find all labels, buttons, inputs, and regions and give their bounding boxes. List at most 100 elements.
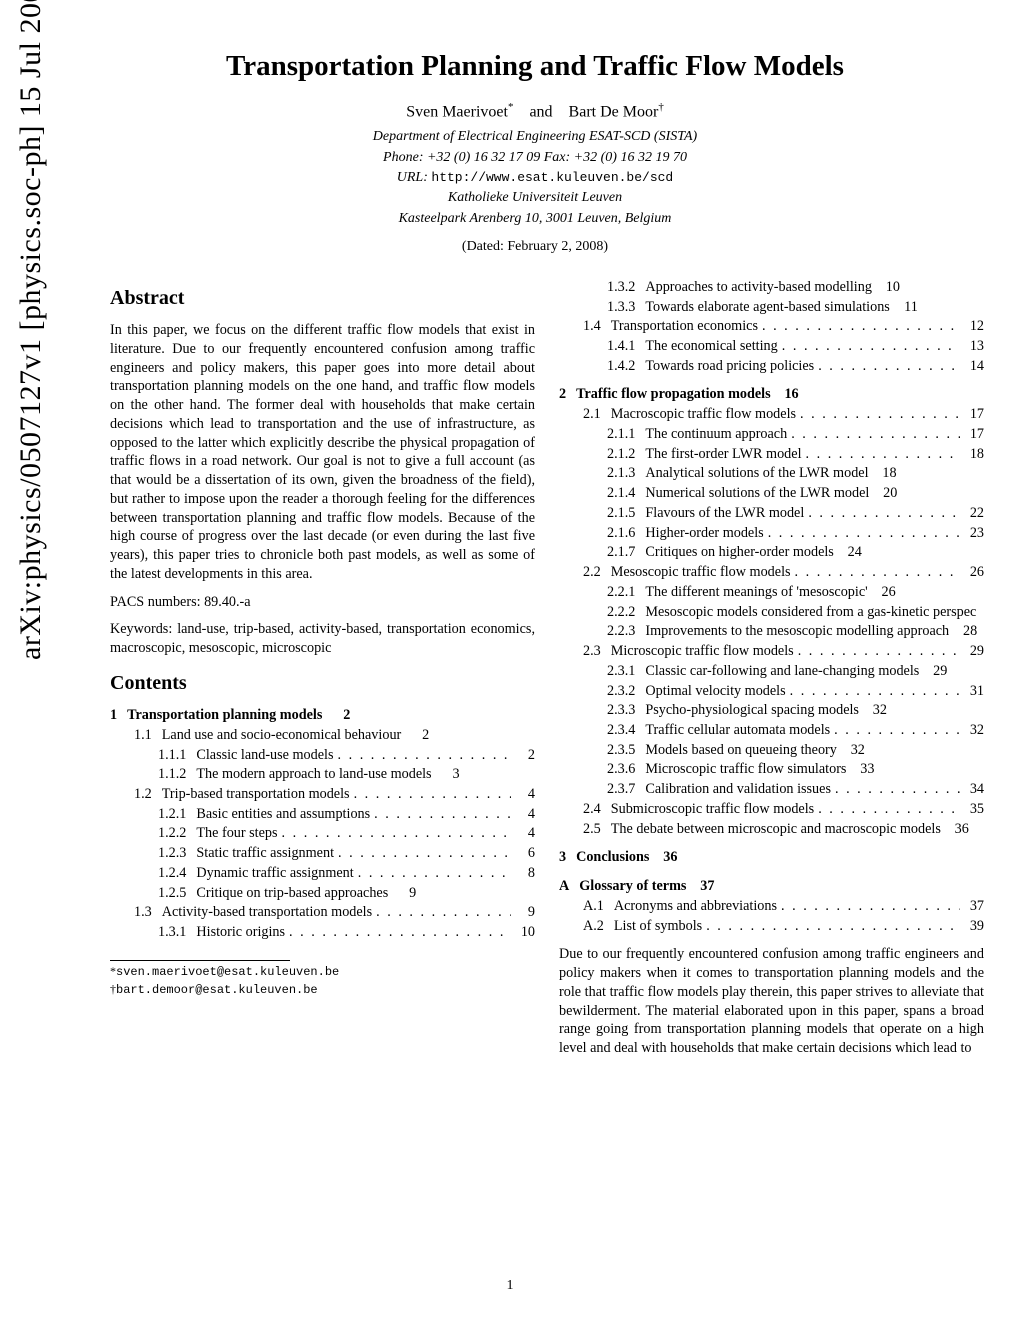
right-column: 1.3.2Approaches to activity-based modell…: [559, 277, 984, 1058]
toc-number: A.1: [583, 897, 604, 916]
toc-entry: 2.1.1The continuum approach . . . . . . …: [559, 425, 984, 444]
toc-entry: A.2List of symbols . . . . . . . . . . .…: [559, 917, 984, 936]
toc-number: 2.1: [583, 405, 601, 424]
toc-page: 26: [876, 583, 896, 602]
toc-number: 1.4.2: [607, 357, 635, 376]
paper-title: Transportation Planning and Traffic Flow…: [110, 50, 960, 83]
toc-page: 9: [396, 884, 416, 903]
footnotes-block: *sven.maerivoet@esat.kuleuven.be †bart.d…: [110, 960, 290, 999]
toc-dots: . . . . . . . . . . . . . . . . . . . . …: [762, 317, 960, 336]
toc-entry: 2.3Microscopic traffic flow models . . .…: [559, 642, 984, 661]
toc-entry: 1.1Land use and socio-economical behavio…: [110, 726, 535, 745]
toc-dots: . . . . . . . . . . . . . . . . . . . . …: [354, 785, 511, 804]
toc-entry: 2.2Mesoscopic traffic flow models . . . …: [559, 563, 984, 582]
left-column: Abstract In this paper, we focus on the …: [110, 277, 535, 1058]
toc-page: 2: [330, 706, 350, 725]
toc-number: 1.3.2: [607, 278, 635, 297]
toc-dots: . . . . . . . . . . . . . . . . . . . . …: [806, 445, 960, 464]
toc-number: 1.3.1: [158, 923, 186, 942]
toc-number: A: [559, 877, 569, 896]
toc-right: 1.3.2Approaches to activity-based modell…: [559, 278, 984, 936]
toc-number: 1.2.2: [158, 824, 186, 843]
toc-page: 39: [964, 917, 984, 936]
toc-page: 16: [779, 385, 799, 404]
author-2: Bart De Moor: [569, 103, 659, 120]
toc-page: 36: [657, 848, 677, 867]
footnote-1: *sven.maerivoet@esat.kuleuven.be: [110, 963, 290, 981]
toc-number: 2.1.4: [607, 484, 635, 503]
toc-label: Analytical solutions of the LWR model: [645, 464, 868, 483]
toc-label: Activity-based transportation models: [162, 903, 372, 922]
toc-number: 3: [559, 848, 566, 867]
toc-label: Classic land-use models: [196, 746, 333, 765]
toc-number: 1.4: [583, 317, 601, 336]
toc-number: 2.1.5: [607, 504, 635, 523]
toc-dots: . . . . . . . . . . . . . . . . . . . . …: [338, 746, 512, 765]
toc-page: 12: [964, 317, 984, 336]
toc-entry: 1.4.2Towards road pricing policies . . .…: [559, 357, 984, 376]
toc-dots: . . . . . . . . . . . . . . . . . . . . …: [282, 824, 511, 843]
toc-entry: 1Transportation planning models2: [110, 706, 535, 725]
toc-entry: 1.2.4Dynamic traffic assignment . . . . …: [110, 864, 535, 883]
toc-number: 1.1.1: [158, 746, 186, 765]
toc-dots: . . . . . . . . . . . . . . . . . . . . …: [706, 917, 960, 936]
toc-page: 33: [854, 760, 874, 779]
toc-label: Mesoscopic models considered from a gas-…: [645, 603, 976, 622]
toc-entry: 2.3.1Classic car-following and lane-chan…: [559, 662, 984, 681]
author-2-mark: †: [658, 101, 664, 113]
contents-heading: Contents: [110, 670, 535, 696]
dated-line: (Dated: February 2, 2008): [110, 239, 960, 255]
toc-label: Macroscopic traffic flow models: [611, 405, 796, 424]
toc-label: Trip-based transportation models: [162, 785, 350, 804]
toc-dots: . . . . . . . . . . . . . . . . . . . . …: [835, 780, 960, 799]
toc-label: Towards elaborate agent-based simulation…: [645, 298, 889, 317]
toc-label: The modern approach to land-use models: [196, 765, 431, 784]
toc-entry: 2Traffic flow propagation models16: [559, 385, 984, 404]
toc-label: Flavours of the LWR model: [645, 504, 804, 523]
toc-label: Transportation economics: [611, 317, 758, 336]
toc-label: Critique on trip-based approaches: [196, 884, 388, 903]
toc-dots: . . . . . . . . . . . . . . . . . . . . …: [818, 800, 960, 819]
toc-number: 1.4.1: [607, 337, 635, 356]
toc-page: 32: [867, 701, 887, 720]
toc-label: Glossary of terms: [579, 877, 686, 896]
toc-dots: . . . . . . . . . . . . . . . . . . . . …: [808, 504, 960, 523]
toc-page: 4: [515, 785, 535, 804]
toc-page: 2: [409, 726, 429, 745]
abstract-text: In this paper, we focus on the different…: [110, 321, 535, 583]
toc-entry: 2.2.2Mesoscopic models considered from a…: [559, 603, 984, 622]
toc-label: Microscopic traffic flow models: [611, 642, 794, 661]
toc-label: Models based on queueing theory: [645, 741, 837, 760]
toc-page: 23: [964, 524, 984, 543]
toc-dots: . . . . . . . . . . . . . . . . . . . . …: [374, 805, 511, 824]
toc-number: 1.2: [134, 785, 152, 804]
toc-number: 2.3.3: [607, 701, 635, 720]
pacs-line: PACS numbers: 89.40.-a: [110, 593, 535, 612]
footnote-2: †bart.demoor@esat.kuleuven.be: [110, 981, 290, 999]
toc-left: 1Transportation planning models21.1Land …: [110, 706, 535, 942]
toc-label: Optimal velocity models: [645, 682, 785, 701]
toc-entry: 1.1.2 The modern approach to land-use mod…: [110, 765, 535, 784]
toc-label: Mesoscopic traffic flow models: [611, 563, 791, 582]
toc-label: Calibration and validation issues: [645, 780, 831, 799]
toc-number: 2.3.4: [607, 721, 635, 740]
toc-number: 1.1.2: [158, 765, 186, 784]
toc-number: 1.2.5: [158, 884, 186, 903]
toc-number: 2.3.7: [607, 780, 635, 799]
toc-page: 8: [515, 864, 535, 883]
affil-addr: Kasteelpark Arenberg 10, 3001 Leuven, Be…: [110, 209, 960, 229]
toc-dots: . . . . . . . . . . . . . . . . . . . . …: [800, 405, 960, 424]
toc-dots: . . . . . . . . . . . . . . . . . . . . …: [376, 903, 511, 922]
toc-label: Microscopic traffic flow simulators: [645, 760, 846, 779]
toc-page: 32: [845, 741, 865, 760]
toc-label: The debate between microscopic and macro…: [611, 820, 941, 839]
toc-label: The different meanings of 'mesoscopic': [645, 583, 867, 602]
toc-label: Static traffic assignment: [196, 844, 334, 863]
toc-number: 2.1.7: [607, 543, 635, 562]
toc-label: Basic entities and assumptions: [196, 805, 370, 824]
toc-entry: 1.2.3Static traffic assignment . . . . .…: [110, 844, 535, 863]
toc-page: 11: [898, 298, 918, 317]
footnote-1-text: sven.maerivoet@esat.kuleuven.be: [116, 965, 339, 979]
toc-page: 18: [877, 464, 897, 483]
toc-entry: 2.1.7Critiques on higher-order models24: [559, 543, 984, 562]
